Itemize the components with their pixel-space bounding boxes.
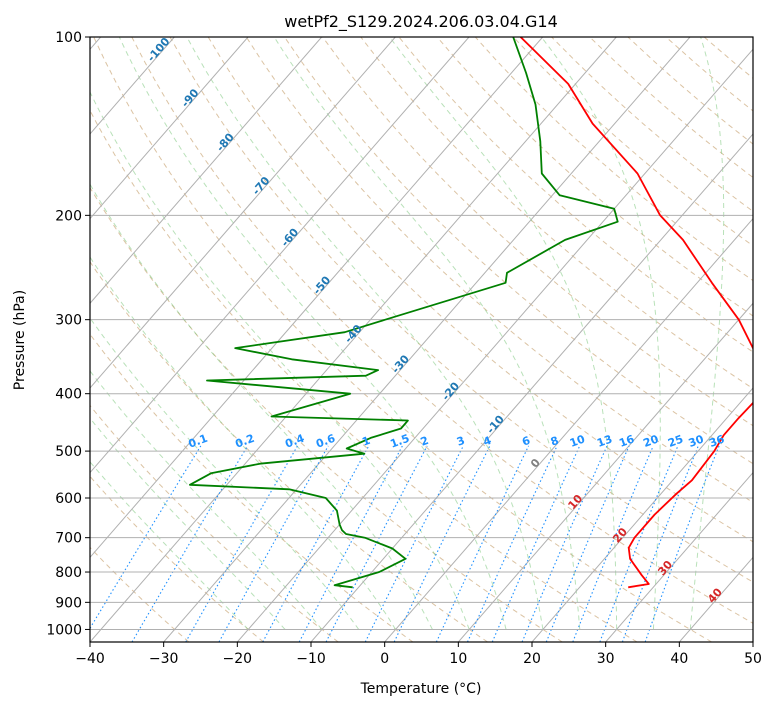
mixing-ratio-line: [521, 445, 608, 642]
dry-adiabat: [284, 37, 753, 465]
mixing-ratio-line: [621, 445, 699, 642]
mixing-ratio-label: 1: [360, 434, 372, 449]
dry-adiabat: [131, 37, 753, 624]
y-tick-label: 500: [55, 444, 82, 460]
y-tick-label: 900: [55, 595, 82, 611]
moist-adiabat: [389, 37, 618, 630]
temperature-profile: [519, 37, 753, 589]
mixing-ratio-line: [218, 445, 329, 642]
mixing-ratio-label: 0.1: [187, 432, 210, 451]
mixing-ratio-label: 10: [568, 432, 587, 450]
mixing-ratio-line: [90, 445, 202, 630]
moist-adiabat: [90, 90, 470, 630]
dry-adiabat: [93, 37, 712, 642]
isotherm-line: [384, 217, 753, 642]
y-tick-label: 700: [55, 531, 82, 547]
mixing-ratio-line: [364, 445, 464, 642]
moist-adiabat: [689, 37, 725, 630]
mixing-ratio-label: 0.6: [314, 432, 337, 451]
isotherm-line: [163, 37, 691, 642]
x-tick-label: 30: [597, 651, 615, 667]
mixing-ratio-line: [131, 445, 249, 642]
isotherm-line: [310, 133, 753, 642]
y-tick-label: 1000: [46, 622, 82, 638]
isotherm-line: [90, 37, 544, 559]
mixing-ratio-line: [393, 445, 491, 642]
chart-title: wetPf2_S129.2024.206.03.04.G14: [284, 12, 558, 32]
x-tick-label: 0: [380, 651, 389, 667]
moist-adiabat: [273, 37, 581, 630]
x-tick-label: −30: [149, 651, 179, 667]
plot-frame: [89, 36, 754, 643]
data-layer: [189, 37, 753, 589]
y-tick-label: 600: [55, 491, 82, 507]
moist-adiabat: [186, 37, 544, 630]
y-tick-label: 100: [55, 30, 82, 46]
mixing-ratio-line: [491, 445, 581, 642]
x-axis-label: Temperature (°C): [360, 681, 482, 697]
x-tick-label: 20: [523, 651, 541, 667]
x-tick-label: 40: [670, 651, 688, 667]
moist-adiabat: [90, 256, 397, 630]
x-tick-label: −20: [223, 651, 253, 667]
mixing-ratio-label: 0.2: [233, 432, 256, 451]
isotherm-line: [90, 37, 396, 389]
mixing-ratio-label: 20: [642, 432, 661, 450]
mixing-ratio-label: 25: [666, 433, 685, 450]
mixing-ratio-label: 4: [482, 434, 494, 449]
isotherm-line: [605, 471, 753, 642]
mixing-ratio-label: 0.4: [283, 432, 306, 451]
isotherm-line: [236, 48, 753, 642]
isotherm-line: [90, 37, 323, 305]
isotherm-line: [457, 302, 753, 642]
isotherm-line: [90, 37, 617, 642]
axis-layer: −40 −30 −20 −10 0 10 20 30 40 5010020030040050060…: [46, 30, 762, 667]
mixing-ratio-label: 1.5: [388, 432, 411, 451]
isotherm-line: [90, 37, 249, 220]
isotherm-line: [531, 387, 753, 642]
dry-adiabat: [90, 109, 638, 642]
y-tick-label: 400: [55, 387, 82, 403]
mixing-ratio-label: 16: [617, 432, 636, 450]
mixing-ratio-label: 8: [549, 434, 561, 449]
grid-layer: [90, 37, 753, 642]
x-tick-label: 50: [744, 651, 762, 667]
dry-adiabat: [90, 475, 264, 642]
y-tick-label: 200: [55, 208, 82, 224]
x-tick-label: −10: [296, 651, 326, 667]
dry-adiabat: [90, 186, 563, 642]
mixing-ratio-label: 6: [520, 434, 532, 449]
dry-adiabat: [90, 404, 339, 642]
mixing-ratio-label: 3: [455, 434, 467, 449]
moist-adiabat: [90, 183, 433, 630]
mixing-ratio-label: 13: [595, 433, 614, 450]
dry-adiabat: [398, 37, 753, 353]
dry-adiabat: [90, 260, 488, 642]
x-tick-label: −40: [75, 651, 105, 667]
y-tick-label: 800: [55, 565, 82, 581]
y-tick-label: 300: [55, 313, 82, 329]
y-axis-label: Pressure (hPa): [12, 290, 28, 390]
isotherm-line: [90, 37, 470, 474]
x-tick-label: 10: [449, 651, 467, 667]
moist-adiabat: [541, 37, 661, 630]
mixing-ratio-label: 30: [687, 432, 706, 450]
moist-adiabat: [90, 461, 249, 630]
mixing-ratio-label: 36: [707, 432, 726, 450]
dry-adiabat: [169, 37, 753, 583]
dewpoint-profile: [189, 37, 619, 589]
mixing-ratio-line: [644, 445, 720, 642]
mixing-ratio-line: [325, 445, 428, 642]
mixing-ratio-label: 2: [419, 434, 431, 449]
